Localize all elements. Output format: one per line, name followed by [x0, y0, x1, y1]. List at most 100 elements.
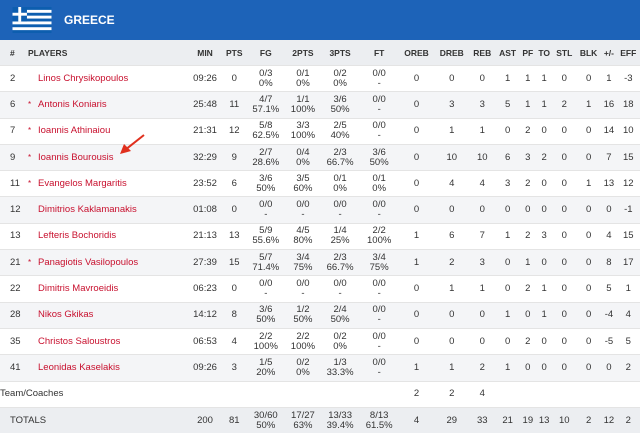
player-row: 28 Nikos Gkikas 14:12 8 3/6 50% 1/2 50% 2/4 50% 0/… [0, 301, 640, 329]
stat-cell: 0 [222, 64, 247, 92]
stat-cell: 0 [552, 301, 576, 329]
stat-pct: - [264, 209, 268, 221]
stat-cell: 1 [434, 354, 470, 382]
stat-cell: 4 [222, 327, 247, 355]
player-name: * Panagiotis Vasilopoulos [28, 249, 188, 276]
stat-cell: 0 [398, 143, 435, 171]
stat-cell: 0 [552, 143, 576, 171]
stat-cell: 15 [222, 249, 247, 276]
stat-cell: 0 [222, 196, 247, 224]
stat-cell: 0 [434, 327, 470, 355]
stat-cell: 0 [552, 275, 576, 303]
stat-pct: 33.3% [326, 366, 354, 378]
stat-cell: 0 [495, 249, 520, 276]
stat-cell [246, 380, 286, 408]
player-number: 7 [0, 117, 28, 145]
player-name: Dimitris Mavroeidis [28, 275, 188, 303]
stat-cell: 0 [575, 327, 602, 355]
stat-made: 0/2 [333, 330, 347, 342]
stat-pct: 50% [293, 314, 313, 326]
player-name-text: Leonidas Kaselakis [38, 361, 120, 373]
player-name-text: Linos Chrysikopoulos [38, 72, 129, 84]
player-name: Dimitrios Kaklamanakis [28, 196, 188, 224]
stat-cell: 0 [575, 64, 602, 92]
stat-cell: 0/0- [320, 196, 360, 224]
stat-cell: 1 [434, 117, 470, 145]
stat-cell: 0/1 0% [320, 170, 360, 197]
stat-cell: 11 [222, 91, 247, 119]
stat-pct: 28.6% [252, 156, 280, 168]
column-header: 2PTS [285, 40, 321, 66]
player-name: * Ioannis Bourousis [28, 143, 188, 171]
stat-made: 1/5 [259, 356, 273, 368]
column-header: PLAYERS [28, 40, 188, 66]
stat-cell: 4/7 57.1% [246, 91, 286, 119]
stat-cell: 0/4 0% [285, 143, 321, 171]
stat-cell: 1 [519, 64, 536, 92]
stat-made: 3/5 [296, 172, 310, 184]
stat-pct: 0% [296, 366, 310, 378]
stat-cell: 5/7 71.4% [246, 249, 286, 276]
stat-cell: 0 [535, 249, 553, 276]
stat-cell: 1 [469, 117, 496, 145]
stat-cell: 1 [535, 275, 553, 303]
stat-cell: 3 [469, 249, 496, 276]
stat-cell: 0 [575, 196, 602, 224]
stat-cell: 23:52 [187, 170, 223, 197]
stat-made: 0/2 [296, 356, 310, 368]
stat-cell: 2/4 50% [320, 301, 360, 329]
stat-cell: 0 [552, 117, 576, 145]
player-row: 35 Christos Saloustros 06:53 4 2/2 100% 2/2 100… [0, 327, 640, 355]
stat-cell: 21:13 [187, 222, 223, 250]
stat-cell: 5 [495, 91, 520, 119]
player-name: Nikos Gkikas [28, 301, 188, 329]
stat-cell: 0/1 0% [285, 64, 321, 92]
stat-made: 3/6 [333, 93, 347, 105]
stat-cell [552, 380, 576, 408]
player-row: 2 Linos Chrysikopoulos 09:26 0 0/3 0% 0/1 0% 0/2… [0, 64, 640, 92]
stat-made: 0/1 [296, 67, 310, 79]
player-row: 11 * Evangelos Margaritis 23:52 6 3/6 50% 3/5 60… [0, 170, 640, 197]
stat-cell: 15 [616, 143, 640, 171]
player-name-text: Lefteris Bochoridis [38, 230, 117, 242]
stat-cell: 3/4 75% [285, 249, 321, 276]
stat-cell: 0 [398, 64, 435, 92]
stat-cell: 0/0- [359, 301, 399, 329]
stat-cell: 12 [601, 406, 617, 433]
stat-cell: 0/0- [320, 275, 360, 303]
stat-cell: -5 [601, 327, 617, 355]
stat-cell [535, 380, 553, 408]
stat-cell: -3 [616, 64, 640, 92]
stat-cell: 29 [434, 406, 470, 433]
starter-marker: * [28, 178, 32, 188]
stat-cell: 4 [616, 301, 640, 329]
stat-cell: 81 [222, 406, 247, 433]
stat-cell [359, 380, 399, 408]
stat-cell: 1 [398, 222, 435, 250]
stat-cell: -4 [601, 301, 617, 329]
stat-cell: 0 [519, 196, 536, 224]
column-header: TO [535, 40, 553, 66]
stat-cell: 19 [519, 406, 536, 433]
totals-row: TOTALS 200 81 30/60 50% 17/27 63% 13/33 39.4% 8/1… [0, 406, 640, 433]
stat-cell: 2/3 66.7% [320, 249, 360, 276]
stat-made: 0/0 [333, 278, 347, 290]
stat-cell: 0 [575, 275, 602, 303]
stat-pct: - [377, 288, 381, 300]
stat-made: 0/0 [259, 199, 273, 211]
stat-pct: - [377, 209, 381, 221]
stat-cell: 8/13 61.5% [359, 406, 399, 433]
stat-cell: 2/3 66.7% [320, 143, 360, 171]
stat-pct: 50% [256, 314, 276, 326]
stat-cell: 0 [552, 64, 576, 92]
stat-cell: 09:26 [187, 64, 223, 92]
stat-pct: 39.4% [326, 419, 354, 431]
stat-pct: - [301, 288, 305, 300]
stat-cell [495, 380, 520, 408]
stat-cell: 15 [616, 222, 640, 250]
stat-cell: 0 [575, 354, 602, 382]
stat-pct: 63% [293, 419, 313, 431]
stat-cell: 1 [575, 170, 602, 197]
stat-made: 0/3 [259, 67, 273, 79]
stat-made: 0/0 [333, 199, 347, 211]
